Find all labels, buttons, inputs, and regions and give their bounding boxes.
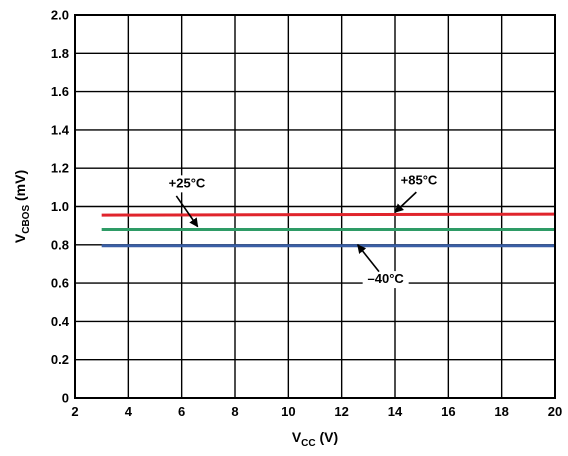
annotation-label: +25°C bbox=[169, 175, 206, 190]
annotation-label-bg bbox=[164, 175, 210, 193]
y-tick-label: 0.2 bbox=[51, 352, 69, 367]
tick-labels: 2 4 6 8 10 12 14 16 18 20 0 0.2 0.4 0.6 0.8 1.0 1.2 1.4 1.… bbox=[51, 8, 562, 420]
annotation-arrow bbox=[357, 244, 380, 273]
axis-label-main: V bbox=[292, 429, 302, 445]
axis-label-unit: (V) bbox=[316, 429, 339, 445]
y-axis-label: VCBOS (mV) bbox=[12, 170, 32, 243]
x-axis-label: VCC (V) bbox=[292, 429, 338, 449]
axis-label-unit: (mV) bbox=[12, 170, 28, 205]
annotation-arrow bbox=[394, 191, 417, 213]
x-tick-label: 4 bbox=[125, 404, 133, 419]
y-tick-label: 2.0 bbox=[51, 8, 69, 23]
x-tick-label: 18 bbox=[494, 404, 508, 419]
axis-label-main: V bbox=[12, 233, 28, 243]
x-tick-label: 2 bbox=[71, 404, 78, 419]
y-tick-label: 0 bbox=[62, 391, 69, 406]
annotation-label: –40°C bbox=[368, 271, 405, 286]
y-tick-label: 0.6 bbox=[51, 276, 69, 291]
axis-label-subscript: CC bbox=[301, 438, 315, 449]
axis-label-subscript: CBOS bbox=[21, 205, 32, 234]
x-tick-label: 10 bbox=[281, 404, 295, 419]
y-tick-label: 0.8 bbox=[51, 237, 69, 252]
x-tick-label: 6 bbox=[178, 404, 185, 419]
annotation-label-bg bbox=[396, 172, 442, 190]
y-tick-label: 1.6 bbox=[51, 84, 69, 99]
y-tick-label: 1.4 bbox=[51, 122, 70, 137]
y-tick-label: 1.2 bbox=[51, 161, 69, 176]
y-tick-label: 1.0 bbox=[51, 199, 69, 214]
grid bbox=[75, 15, 555, 398]
x-tick-label: 12 bbox=[334, 404, 348, 419]
y-tick-label: 0.4 bbox=[51, 314, 70, 329]
x-tick-label: 20 bbox=[548, 404, 562, 419]
x-tick-label: 16 bbox=[441, 404, 455, 419]
annotation-label: +85°C bbox=[401, 172, 438, 187]
annotation-label-bg bbox=[362, 271, 409, 289]
y-tick-label: 1.8 bbox=[51, 46, 69, 61]
series-layer bbox=[101, 212, 556, 248]
plot-frame bbox=[74, 14, 556, 399]
annotations: +25°C +85°C –40°C bbox=[164, 172, 442, 289]
series-line bbox=[101, 212, 556, 217]
x-tick-label: 14 bbox=[388, 404, 403, 419]
annotation-arrow bbox=[175, 195, 199, 228]
x-tick-label: 8 bbox=[231, 404, 238, 419]
